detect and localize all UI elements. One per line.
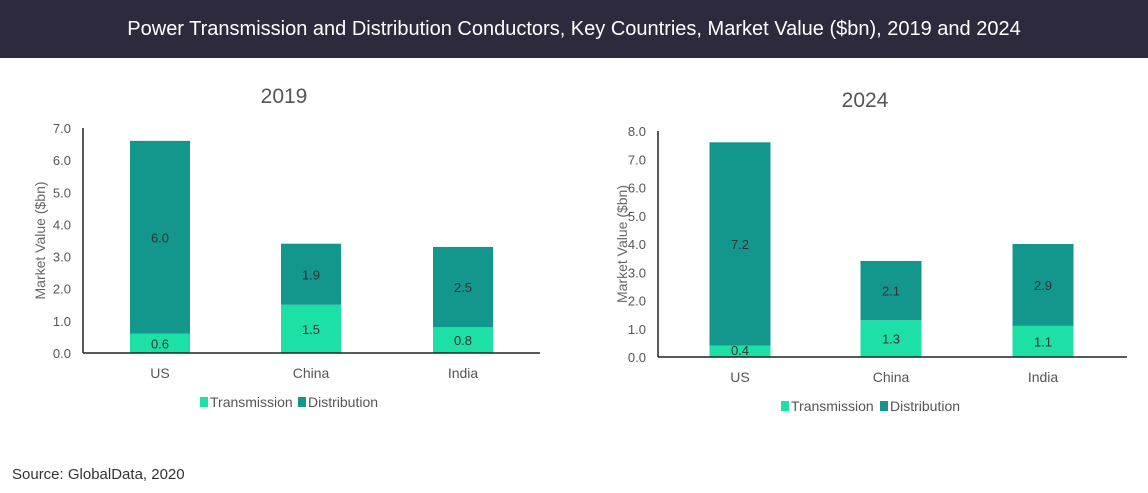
data-label: 7.2 bbox=[731, 237, 749, 252]
y-tick-label: 5.0 bbox=[53, 185, 71, 200]
bar-transmission-china bbox=[860, 320, 922, 357]
bar-transmission-china bbox=[281, 304, 341, 353]
bar-distribution-india bbox=[433, 246, 493, 328]
y-axis-label: Market Value ($bn) bbox=[614, 185, 630, 303]
legend-label: Distribution bbox=[890, 398, 960, 414]
y-tick-label: 6.0 bbox=[628, 181, 646, 196]
bar-distribution-china bbox=[281, 243, 341, 305]
y-tick-label: 1.0 bbox=[628, 322, 646, 337]
y-tick-label: 0.0 bbox=[53, 346, 71, 361]
x-tick-label: India bbox=[1028, 369, 1059, 385]
y-tick-label: 8.0 bbox=[628, 124, 646, 139]
y-tick-label: 7.0 bbox=[628, 152, 646, 167]
y-axis-label: Market Value ($bn) bbox=[32, 181, 48, 299]
data-label: 0.8 bbox=[454, 333, 472, 348]
y-tick-label: 1.0 bbox=[53, 314, 71, 329]
bar-distribution-india bbox=[1012, 244, 1074, 326]
data-label: 2.1 bbox=[882, 284, 900, 299]
legend-swatch-transmission bbox=[200, 397, 208, 407]
x-tick-label: China bbox=[873, 369, 910, 385]
x-tick-label: India bbox=[448, 365, 479, 381]
chart-title: 2019 bbox=[261, 85, 308, 108]
y-tick-label: 0.0 bbox=[628, 350, 646, 365]
legend-swatch-transmission bbox=[781, 401, 789, 411]
bar-transmission-us bbox=[709, 345, 771, 357]
legend-label: Transmission bbox=[791, 398, 874, 414]
y-tick-label: 7.0 bbox=[53, 121, 71, 136]
data-label: 6.0 bbox=[151, 230, 169, 245]
bar-distribution-us bbox=[130, 140, 190, 334]
y-tick-label: 2.0 bbox=[628, 294, 646, 309]
legend-swatch-distribution bbox=[298, 397, 306, 407]
legend-swatch-distribution bbox=[880, 401, 888, 411]
data-label: 1.1 bbox=[1034, 334, 1052, 349]
data-label: 1.5 bbox=[302, 322, 320, 337]
bar-transmission-us bbox=[130, 333, 190, 353]
legend-label: Distribution bbox=[308, 394, 378, 410]
y-tick-label: 4.0 bbox=[628, 237, 646, 252]
bar-distribution-us bbox=[709, 142, 771, 346]
y-tick-label: 2.0 bbox=[53, 282, 71, 297]
y-tick-label: 4.0 bbox=[53, 217, 71, 232]
legend-label: Transmission bbox=[210, 394, 293, 410]
x-tick-label: China bbox=[293, 365, 330, 381]
data-label: 0.6 bbox=[151, 336, 169, 351]
source-note: Source: GlobalData, 2020 bbox=[12, 466, 185, 483]
x-tick-label: US bbox=[150, 365, 169, 381]
data-label: 1.9 bbox=[302, 267, 320, 282]
data-label: 2.9 bbox=[1034, 278, 1052, 293]
y-tick-label: 5.0 bbox=[628, 209, 646, 224]
data-label: 2.5 bbox=[454, 280, 472, 295]
data-label: 0.4 bbox=[731, 343, 749, 358]
data-label: 1.3 bbox=[882, 332, 900, 347]
y-tick-label: 6.0 bbox=[53, 153, 71, 168]
x-tick-label: US bbox=[730, 369, 749, 385]
y-tick-label: 3.0 bbox=[628, 265, 646, 280]
bar-transmission-india bbox=[433, 327, 493, 353]
chart-title: 2024 bbox=[842, 89, 889, 112]
y-tick-label: 3.0 bbox=[53, 250, 71, 265]
bar-distribution-china bbox=[860, 260, 922, 321]
page-title: Power Transmission and Distribution Cond… bbox=[0, 0, 1148, 58]
bar-transmission-india bbox=[1012, 325, 1074, 357]
